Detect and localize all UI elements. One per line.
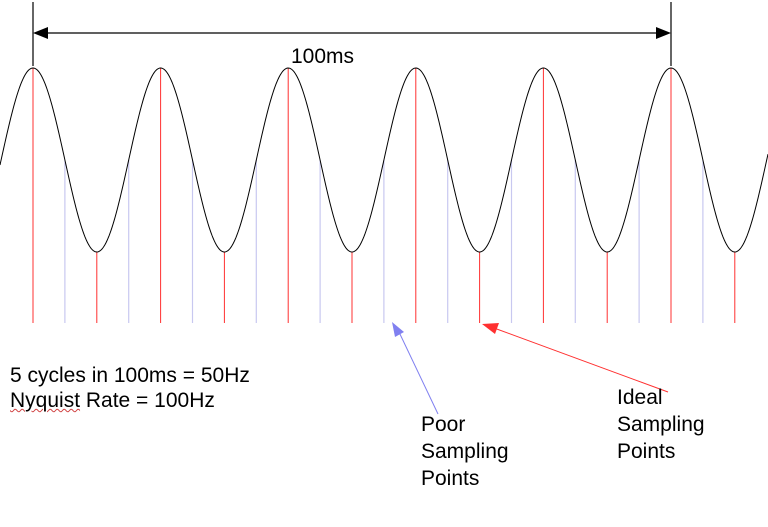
poor-label-line3: Points: [421, 467, 480, 490]
poor-sampling-arrow-head: [392, 322, 404, 337]
ideal-label-line3: Points: [617, 440, 676, 463]
ideal-sampling-arrow: [493, 327, 669, 393]
nyquist-rate-text: Rate = 100Hz: [80, 389, 215, 412]
ideal-label-line1: Ideal: [617, 386, 663, 409]
poor-sampling-lines: [64, 160, 704, 323]
period-arrow-right-head: [656, 27, 671, 39]
ideal-sampling-arrow-head: [482, 323, 499, 334]
period-label: 100ms: [291, 45, 355, 68]
sine-wave: [0, 67, 768, 253]
poor-label-line1: Poor: [421, 413, 466, 436]
period-arrow-left-head: [33, 27, 48, 39]
poor-label-line2: Sampling: [421, 440, 509, 463]
ideal-sampling-lines: [32, 68, 736, 323]
nyquist-info: Nyquist Rate = 100Hz: [10, 387, 215, 414]
cycles-info-text: 5 cycles in 100ms =: [10, 364, 201, 387]
cycles-info-frequency: 50Hz: [200, 364, 250, 387]
poor-sampling-arrow: [398, 331, 439, 415]
ideal-label-line2: Sampling: [617, 413, 705, 436]
nyquist-word: Nyquist: [10, 389, 81, 412]
cycles-info: 5 cycles in 100ms = 50Hz: [10, 362, 250, 389]
